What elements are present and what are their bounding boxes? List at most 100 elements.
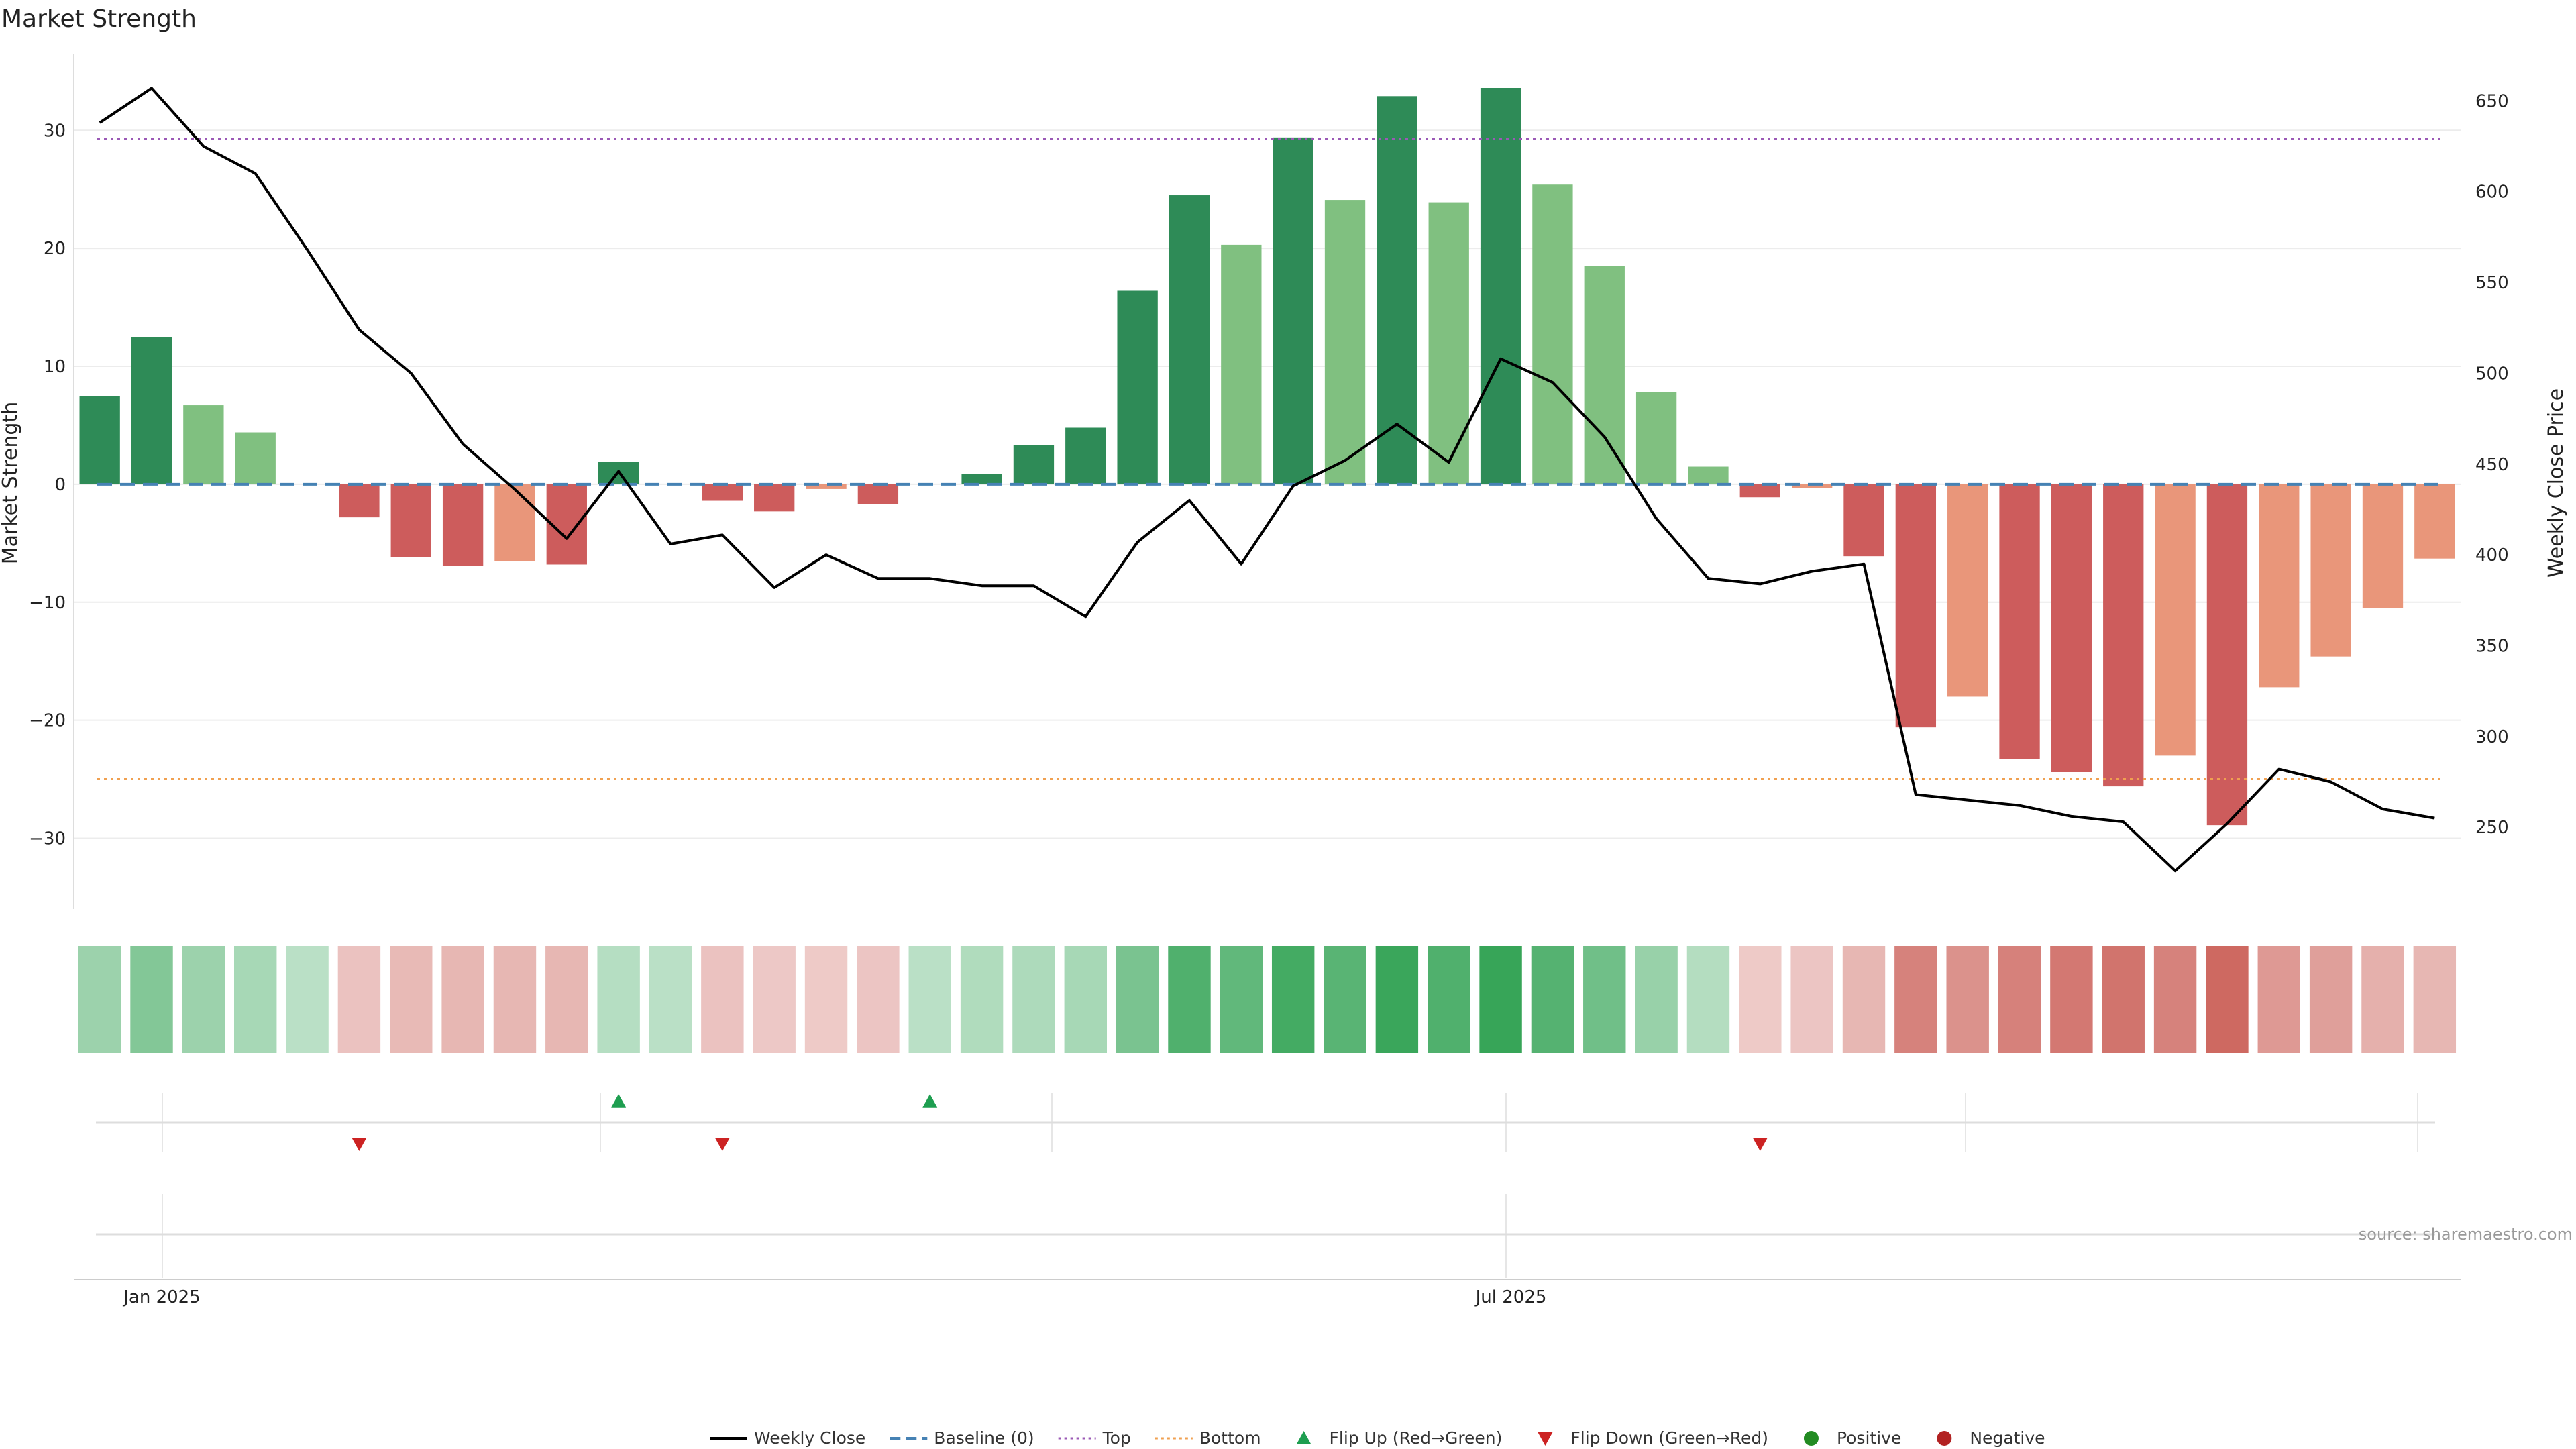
legend-items: Weekly Close Baseline (0) Top Bottom Flip Up… [710, 1428, 2045, 1448]
heatmap-cell [1790, 946, 1833, 1053]
strength-bar [2206, 484, 2248, 826]
x-tick-label: Jan 2025 [122, 1287, 201, 1307]
strength-bar [1584, 266, 1625, 484]
strength-bar [2414, 484, 2455, 559]
legend: Weekly Close Baseline (0) Top Bottom Flip Up… [710, 1428, 2045, 1448]
heatmap-cell [1686, 946, 1730, 1053]
heatmap-cell [78, 946, 121, 1053]
strength-bar [2051, 484, 2092, 772]
heatmap-cell [130, 946, 173, 1053]
flip-up-marker [611, 1094, 627, 1108]
strength-bar [339, 484, 380, 518]
heatmap-cell [1739, 946, 1782, 1053]
legend-item: Baseline (0) [890, 1428, 1034, 1448]
heatmap-cell [1479, 946, 1522, 1053]
flip-markers-panel [96, 1093, 2435, 1152]
strength-bar [1117, 290, 1158, 484]
strength-bar [2155, 484, 2196, 756]
heatmap-cell [545, 946, 588, 1053]
weekly-close-line [99, 87, 2435, 873]
strength-bar [1169, 195, 1210, 484]
legend-swatch [1803, 1431, 1819, 1446]
strength-bar [1791, 484, 1833, 488]
heatmap-cell [182, 946, 225, 1053]
heatmap-cell [234, 946, 277, 1053]
flip-up-marker [922, 1094, 938, 1108]
strength-bar [1635, 392, 1677, 484]
strength-bar [1428, 202, 1469, 484]
heatmap-cell [493, 946, 537, 1053]
strength-bar [235, 432, 276, 484]
strength-bar [2362, 484, 2404, 608]
strength-bar [2103, 484, 2144, 787]
heatmap-cell [2102, 946, 2145, 1053]
y-tick-label: 0 [54, 475, 66, 495]
reference-lines [97, 138, 2440, 781]
heatmap-cell [908, 946, 951, 1053]
heatmap-cell [390, 946, 433, 1053]
flip-down-marker [714, 1138, 730, 1151]
flip-down-marker [1752, 1138, 1768, 1151]
legend-swatch [1296, 1431, 1311, 1444]
heatmap-cell [1635, 946, 1678, 1053]
heatmap-cell [701, 946, 744, 1053]
y2-tick-label: 600 [2475, 182, 2509, 203]
heatmap-cell [286, 946, 329, 1053]
heatmap-cell [2206, 946, 2249, 1053]
lower-panel: Jan 2025 Jul 2025 [74, 1194, 2461, 1307]
legend-label: Flip Down (Green→Red) [1570, 1428, 1768, 1448]
y-tick-label: 10 [44, 357, 66, 377]
strength-bar [1480, 88, 1521, 484]
y-tick-label: 30 [44, 121, 66, 141]
axes: −30 −20 −10 0 10 20 30 250 300 350 400 450 500 550 600… [29, 54, 2509, 909]
heatmap-cell [337, 946, 381, 1053]
heatmap-cell [1998, 946, 2041, 1053]
heatmap-cell [2153, 946, 2197, 1053]
strength-bar [2259, 484, 2300, 688]
legend-item: Weekly Close [710, 1428, 865, 1448]
strength-bar [1013, 445, 1055, 484]
legend-label: Top [1102, 1428, 1131, 1448]
y-tick-label: −30 [29, 828, 66, 849]
heatmap-cell [1064, 946, 1107, 1053]
heatmap-cell [2361, 946, 2404, 1053]
heatmap-cell [1842, 946, 1886, 1053]
strength-bar [702, 484, 743, 501]
heatmap-cell [1894, 946, 1937, 1053]
heatmap-cell [1220, 946, 1263, 1053]
chart-title: Market Strength [1, 5, 197, 33]
legend-item: Top [1058, 1428, 1131, 1448]
strength-bar [1221, 244, 1262, 484]
y2-tick-label: 500 [2475, 364, 2509, 384]
heatmap-cell [1428, 946, 1470, 1053]
heatmap-cell [804, 946, 848, 1053]
heatmap-cell [1946, 946, 1989, 1053]
y-axis-label: Market Strength [0, 402, 22, 564]
heatmap-cell [441, 946, 484, 1053]
heatmap-cell [857, 946, 900, 1053]
legend-item: Positive [1803, 1428, 1901, 1448]
strength-bar [183, 405, 224, 484]
y2-tick-label: 400 [2475, 545, 2509, 566]
strength-bar [857, 484, 899, 504]
y2-tick-label: 350 [2475, 636, 2509, 656]
y2-tick-label: 300 [2475, 727, 2509, 747]
legend-label: Weekly Close [754, 1428, 865, 1448]
strength-bar [961, 474, 1002, 484]
strength-bar [1843, 484, 1884, 557]
strength-bar [806, 484, 847, 489]
y-tick-label: −10 [29, 593, 66, 613]
strength-bar [442, 484, 484, 566]
legend-label: Flip Up (Red→Green) [1330, 1428, 1503, 1448]
strength-bar [79, 396, 120, 484]
heatmap-cell [649, 946, 692, 1053]
flip-down-marker [352, 1138, 367, 1151]
heatmap-cell [1324, 946, 1366, 1053]
y2-tick-label: 450 [2475, 455, 2509, 475]
heatmap-cell [1375, 946, 1419, 1053]
y2-tick-label: 650 [2475, 91, 2509, 111]
legend-label: Bottom [1199, 1428, 1261, 1448]
strength-bar [1377, 96, 1417, 484]
strength-bar [390, 484, 431, 557]
source-note: source: sharemaestro.com [2359, 1225, 2573, 1244]
